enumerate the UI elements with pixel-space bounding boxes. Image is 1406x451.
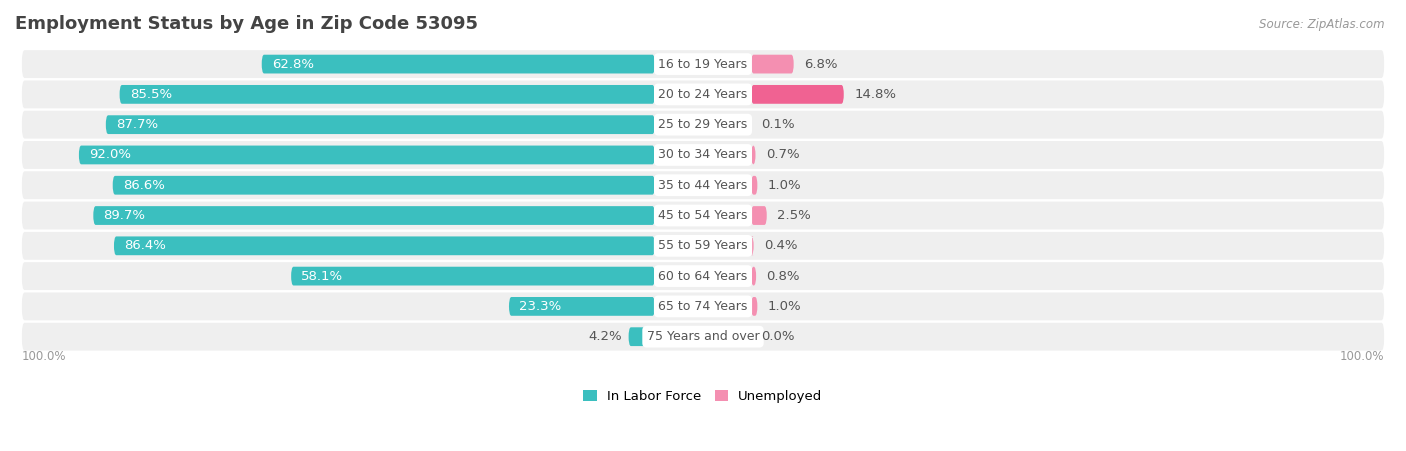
Text: 25 to 29 Years: 25 to 29 Years bbox=[658, 118, 748, 131]
Text: 16 to 19 Years: 16 to 19 Years bbox=[658, 58, 748, 71]
FancyBboxPatch shape bbox=[22, 50, 1384, 78]
FancyBboxPatch shape bbox=[22, 262, 1384, 290]
FancyBboxPatch shape bbox=[751, 176, 758, 195]
FancyBboxPatch shape bbox=[291, 267, 655, 285]
Text: Employment Status by Age in Zip Code 53095: Employment Status by Age in Zip Code 530… bbox=[15, 15, 478, 33]
Text: 0.1%: 0.1% bbox=[762, 118, 796, 131]
Text: Source: ZipAtlas.com: Source: ZipAtlas.com bbox=[1260, 18, 1385, 31]
Text: 0.8%: 0.8% bbox=[766, 270, 800, 283]
FancyBboxPatch shape bbox=[22, 141, 1384, 169]
Text: 1.0%: 1.0% bbox=[768, 179, 801, 192]
Text: 0.4%: 0.4% bbox=[763, 239, 797, 252]
Text: 35 to 44 Years: 35 to 44 Years bbox=[658, 179, 748, 192]
FancyBboxPatch shape bbox=[751, 55, 794, 74]
FancyBboxPatch shape bbox=[22, 80, 1384, 108]
Text: 6.8%: 6.8% bbox=[804, 58, 838, 71]
Text: 86.6%: 86.6% bbox=[122, 179, 165, 192]
Text: 45 to 54 Years: 45 to 54 Years bbox=[658, 209, 748, 222]
Text: 100.0%: 100.0% bbox=[22, 350, 66, 363]
FancyBboxPatch shape bbox=[22, 111, 1384, 138]
FancyBboxPatch shape bbox=[751, 85, 844, 104]
Text: 0.0%: 0.0% bbox=[762, 330, 794, 343]
Text: 85.5%: 85.5% bbox=[129, 88, 172, 101]
Text: 14.8%: 14.8% bbox=[853, 88, 896, 101]
Text: 65 to 74 Years: 65 to 74 Years bbox=[658, 300, 748, 313]
Text: 1.0%: 1.0% bbox=[768, 300, 801, 313]
FancyBboxPatch shape bbox=[751, 236, 754, 255]
FancyBboxPatch shape bbox=[751, 267, 756, 285]
Legend: In Labor Force, Unemployed: In Labor Force, Unemployed bbox=[578, 385, 828, 408]
FancyBboxPatch shape bbox=[79, 146, 655, 164]
Text: 87.7%: 87.7% bbox=[117, 118, 159, 131]
FancyBboxPatch shape bbox=[22, 292, 1384, 320]
Text: 23.3%: 23.3% bbox=[519, 300, 561, 313]
FancyBboxPatch shape bbox=[93, 206, 655, 225]
Text: 75 Years and over: 75 Years and over bbox=[647, 330, 759, 343]
FancyBboxPatch shape bbox=[751, 206, 766, 225]
FancyBboxPatch shape bbox=[114, 236, 655, 255]
Text: 86.4%: 86.4% bbox=[124, 239, 166, 252]
FancyBboxPatch shape bbox=[22, 232, 1384, 260]
Text: 4.2%: 4.2% bbox=[588, 330, 621, 343]
Text: 2.5%: 2.5% bbox=[778, 209, 811, 222]
Text: 92.0%: 92.0% bbox=[89, 148, 131, 161]
Text: 100.0%: 100.0% bbox=[1340, 350, 1384, 363]
FancyBboxPatch shape bbox=[751, 146, 755, 164]
Text: 89.7%: 89.7% bbox=[104, 209, 146, 222]
FancyBboxPatch shape bbox=[751, 297, 758, 316]
FancyBboxPatch shape bbox=[262, 55, 655, 74]
Text: 58.1%: 58.1% bbox=[301, 270, 343, 283]
Text: 62.8%: 62.8% bbox=[271, 58, 314, 71]
Text: 55 to 59 Years: 55 to 59 Years bbox=[658, 239, 748, 252]
FancyBboxPatch shape bbox=[112, 176, 655, 195]
FancyBboxPatch shape bbox=[628, 327, 655, 346]
Text: 0.7%: 0.7% bbox=[766, 148, 800, 161]
FancyBboxPatch shape bbox=[105, 115, 655, 134]
FancyBboxPatch shape bbox=[22, 202, 1384, 230]
FancyBboxPatch shape bbox=[509, 297, 655, 316]
FancyBboxPatch shape bbox=[120, 85, 655, 104]
FancyBboxPatch shape bbox=[22, 323, 1384, 350]
Text: 60 to 64 Years: 60 to 64 Years bbox=[658, 270, 748, 283]
FancyBboxPatch shape bbox=[22, 171, 1384, 199]
Text: 20 to 24 Years: 20 to 24 Years bbox=[658, 88, 748, 101]
Text: 30 to 34 Years: 30 to 34 Years bbox=[658, 148, 748, 161]
